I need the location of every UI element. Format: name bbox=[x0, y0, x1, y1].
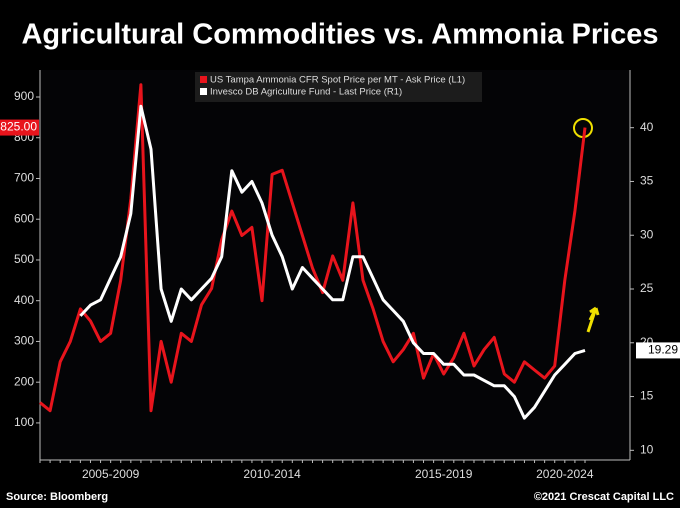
series-line bbox=[79, 104, 586, 420]
x-tick-label: 2010-2014 bbox=[243, 467, 301, 481]
source: Source: Bloomberg bbox=[6, 491, 108, 503]
last-value-label: 825.00 bbox=[0, 120, 37, 134]
y-tick-label: 900 bbox=[14, 89, 34, 103]
credit: ©2021 Crescat Capital LLC bbox=[534, 491, 674, 503]
y2-tick-label: 40 bbox=[640, 120, 654, 134]
x-tick-label: 2020-2024 bbox=[536, 467, 594, 481]
y-tick-label: 500 bbox=[14, 252, 34, 266]
y2-tick-label: 30 bbox=[640, 227, 654, 241]
y2-tick-label: 10 bbox=[640, 442, 654, 456]
last-value-box bbox=[636, 342, 680, 359]
last-value-label: 19.29 bbox=[648, 343, 678, 357]
legend-box bbox=[195, 72, 482, 102]
last-value-box bbox=[0, 119, 39, 136]
y-tick-label: 400 bbox=[14, 293, 34, 307]
arrow bbox=[586, 306, 600, 333]
y2-tick-label: 25 bbox=[640, 281, 654, 295]
y2-tick-label: 15 bbox=[640, 389, 654, 403]
x-tick-label: 2015-2019 bbox=[415, 467, 473, 481]
y-tick-label: 600 bbox=[14, 211, 34, 225]
y-tick-label: 100 bbox=[14, 415, 34, 429]
legend-label: Invesco DB Agriculture Fund - Last Price… bbox=[210, 87, 402, 98]
legend-swatch bbox=[200, 76, 207, 83]
x-tick-label: 2005-2009 bbox=[82, 467, 140, 481]
y2-tick-label: 35 bbox=[640, 174, 654, 188]
legend-swatch bbox=[200, 88, 207, 95]
y-tick-label: 200 bbox=[14, 374, 34, 388]
y-tick-label: 700 bbox=[14, 171, 34, 185]
legend-label: US Tampa Ammonia CFR Spot Price per MT -… bbox=[210, 75, 465, 86]
y-tick-label: 300 bbox=[14, 334, 34, 348]
chart-title: Agricultural Commodities vs. Ammonia Pri… bbox=[21, 19, 658, 51]
